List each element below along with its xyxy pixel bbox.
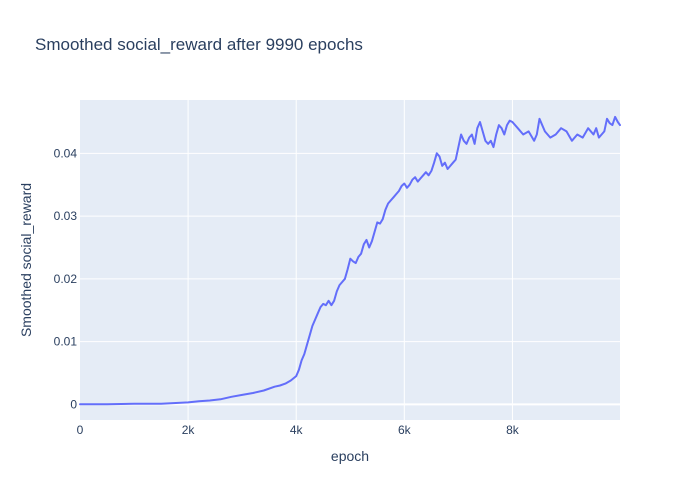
chart-title: Smoothed social_reward after 9990 epochs [35, 35, 363, 54]
x-tick-label: 2k [182, 423, 196, 437]
y-tick-label: 0.02 [54, 272, 78, 286]
series-line-0 [79, 115, 621, 406]
x-axis-ticks: 0 2k 4k 6k 8k [77, 423, 520, 437]
y-tick-label: 0.01 [54, 335, 78, 349]
x-axis-title: epoch [331, 448, 369, 464]
grid [80, 100, 620, 420]
y-tick-label: 0 [70, 397, 77, 411]
y-axis-ticks: 0 0.01 0.02 0.03 0.04 [54, 146, 78, 411]
x-tick-label: 6k [398, 423, 412, 437]
y-tick-label: 0.03 [54, 209, 78, 223]
x-tick-label: 0 [77, 423, 84, 437]
series-lines [79, 115, 621, 406]
y-tick-label: 0.04 [54, 146, 78, 160]
x-tick-label: 4k [290, 423, 304, 437]
y-axis-title: Smoothed social_reward [18, 183, 34, 337]
x-tick-label: 8k [506, 423, 520, 437]
